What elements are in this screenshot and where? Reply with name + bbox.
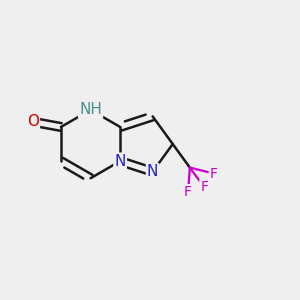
Text: N: N <box>147 164 158 179</box>
Text: O: O <box>27 114 39 129</box>
Text: F: F <box>184 185 192 199</box>
Text: F: F <box>210 167 218 181</box>
Text: F: F <box>200 181 208 194</box>
Text: NH: NH <box>79 102 102 117</box>
Text: N: N <box>115 154 126 169</box>
